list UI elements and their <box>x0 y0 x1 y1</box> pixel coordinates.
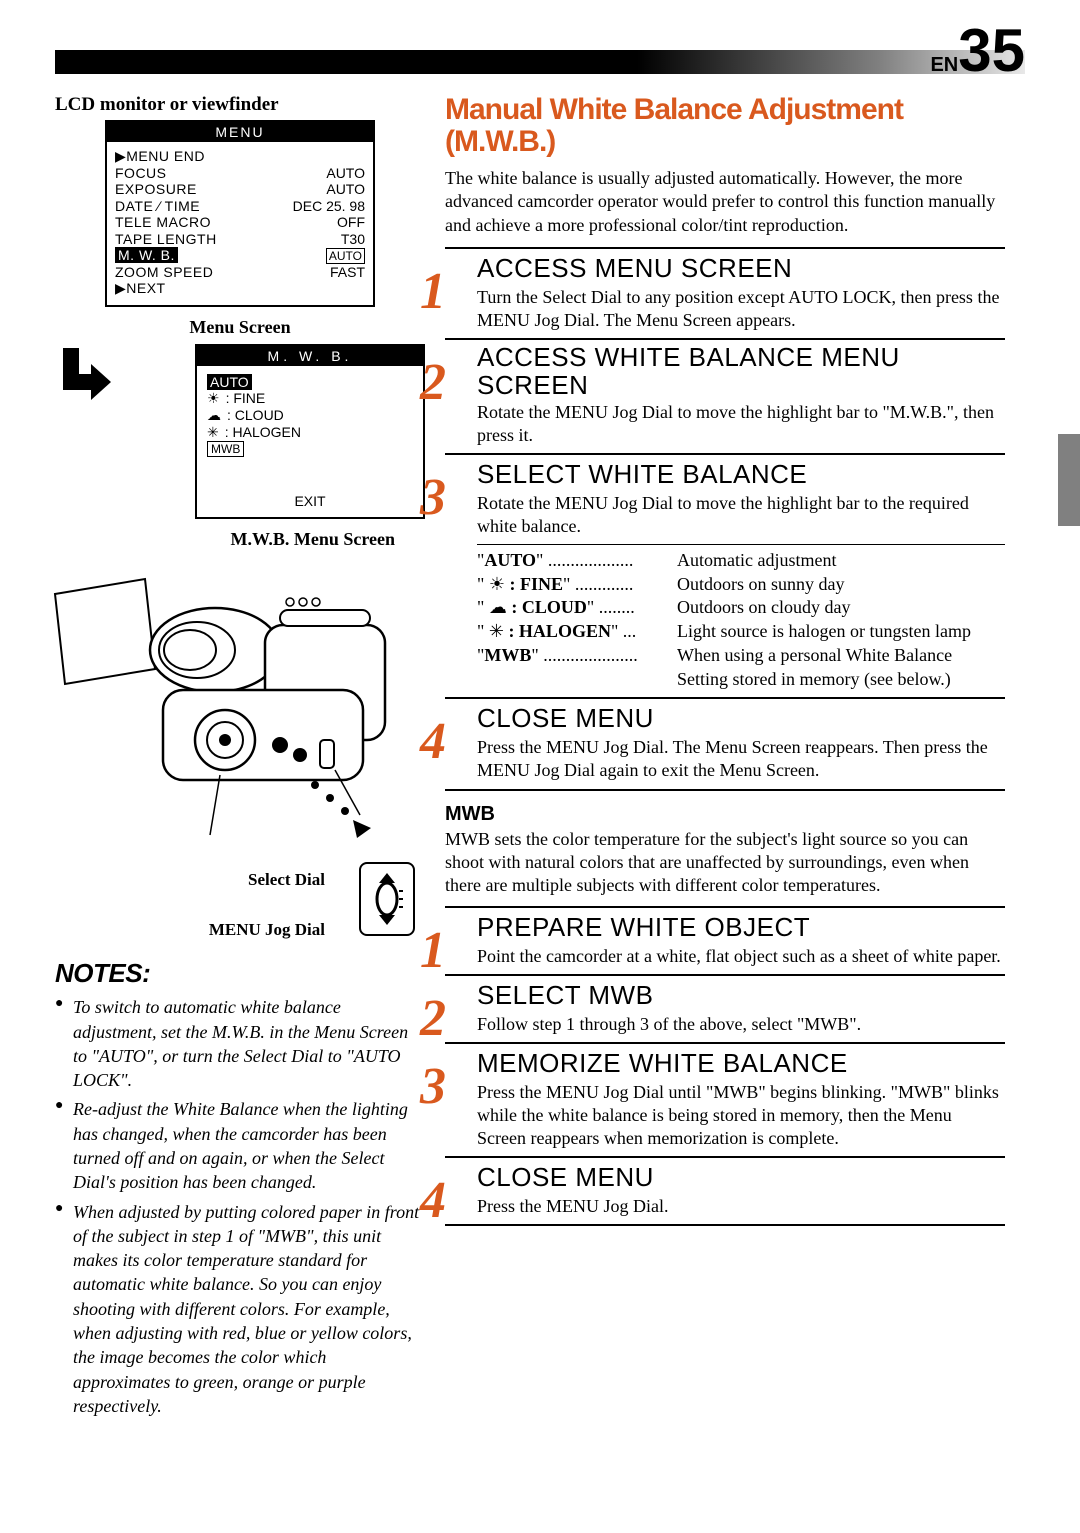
note-item: Re-adjust the White Balance when the lig… <box>55 1097 425 1194</box>
main-title: Manual White Balance Adjustment (M.W.B.) <box>445 94 1005 157</box>
camcorder-diagram: Select Dial MENU Jog Dial <box>55 570 425 940</box>
step-title: ACCESS MENU SCREEN <box>477 253 1005 284</box>
step-title: CLOSE MENU <box>477 703 1005 734</box>
page-number: EN35 <box>930 30 1025 77</box>
step-block: 2ACCESS WHITE BALANCE MENU SCREENRotate … <box>445 338 1005 453</box>
step-block: 1PREPARE WHITE OBJECTPoint the camcorder… <box>445 906 1005 974</box>
mwb-menu-screen: M. W. B. AUTO☀: FINE☁: CLOUD✳: HALOGENMW… <box>195 344 425 520</box>
notes-title: NOTES: <box>55 958 425 989</box>
content: LCD monitor or viewfinder MENU ▶MENU END… <box>55 94 1025 1423</box>
wb-option-row: "AUTO" ...................Automatic adju… <box>477 549 1005 573</box>
step-number: 1 <box>420 271 446 313</box>
side-tab <box>1058 434 1080 526</box>
step-block: 3SELECT WHITE BALANCERotate the MENU Jog… <box>445 453 1005 698</box>
left-column: LCD monitor or viewfinder MENU ▶MENU END… <box>55 94 425 1423</box>
step-body: Rotate the MENU Jog Dial to move the hig… <box>477 401 1005 447</box>
mwb-option: ✳: HALOGEN <box>207 424 413 441</box>
jog-dial-icon <box>359 862 415 936</box>
step-title: MEMORIZE WHITE BALANCE <box>477 1048 1005 1079</box>
steps-secondary: 1PREPARE WHITE OBJECTPoint the camcorder… <box>445 906 1005 1226</box>
menu-row: TELE MACROOFF <box>115 214 365 231</box>
step-body: Press the MENU Jog Dial until "MWB" begi… <box>477 1081 1005 1150</box>
notes-section: NOTES: To switch to automatic white bala… <box>55 958 425 1418</box>
lcd-label: LCD monitor or viewfinder <box>55 94 425 116</box>
jog-dial-label: MENU Jog Dial <box>185 920 325 940</box>
step-title: SELECT WHITE BALANCE <box>477 459 1005 490</box>
step-block: 3MEMORIZE WHITE BALANCEPress the MENU Jo… <box>445 1042 1005 1156</box>
menu-row: FOCUSAUTO <box>115 165 365 182</box>
page-lang: EN <box>930 54 958 76</box>
step-number: 2 <box>420 362 446 404</box>
menu-row: TAPE LENGTHT30 <box>115 231 365 248</box>
step-number: 1 <box>420 930 446 972</box>
transition-arrow-row: M. W. B. AUTO☀: FINE☁: CLOUD✳: HALOGENMW… <box>55 344 425 520</box>
step-title: PREPARE WHITE OBJECT <box>477 912 1005 943</box>
step-block: 4CLOSE MENUPress the MENU Jog Dial. The … <box>445 697 1005 790</box>
note-item: To switch to automatic white balance adj… <box>55 995 425 1092</box>
step-block: 2SELECT MWBFollow step 1 through 3 of th… <box>445 974 1005 1042</box>
step-number: 2 <box>420 998 446 1040</box>
wb-option-row: " ✳ : HALOGEN" ...Light source is haloge… <box>477 620 1005 644</box>
menu-row: ▶MENU END <box>115 148 365 165</box>
wb-option-row: " ☀ : FINE" .............Outdoors on sun… <box>477 573 1005 597</box>
menu-body: ▶MENU ENDFOCUSAUTOEXPOSUREAUTODATE ∕ TIM… <box>107 142 373 305</box>
step-body: Point the camcorder at a white, flat obj… <box>477 945 1005 968</box>
mwb-option: ☀: FINE <box>207 390 413 407</box>
select-dial-label: Select Dial <box>205 870 325 890</box>
step-title: ACCESS WHITE BALANCE MENU SCREEN <box>477 344 1005 399</box>
mwb-option: MWB <box>207 441 413 457</box>
down-right-arrow-icon <box>55 346 115 404</box>
note-item: When adjusted by putting colored paper i… <box>55 1200 425 1419</box>
white-balance-options: "AUTO" ...................Automatic adju… <box>477 544 1005 692</box>
mwb-exit: EXIT <box>197 463 423 517</box>
menu-row: DATE ∕ TIMEDEC 25. 98 <box>115 198 365 215</box>
mwb-title: M. W. B. <box>197 346 423 366</box>
step-body: Press the MENU Jog Dial. <box>477 1195 1005 1218</box>
step-body: Follow step 1 through 3 of the above, se… <box>477 1013 1005 1036</box>
steps-primary: 1ACCESS MENU SCREENTurn the Select Dial … <box>445 247 1005 790</box>
step-body: Press the MENU Jog Dial. The Menu Screen… <box>477 736 1005 782</box>
notes-list: To switch to automatic white balance adj… <box>55 995 425 1418</box>
wb-option-row: " ☁ : CLOUD" ........Outdoors on cloudy … <box>477 596 1005 620</box>
camcorder-icon <box>125 590 415 850</box>
menu-row: ZOOM SPEEDFAST <box>115 264 365 281</box>
top-gradient-bar <box>55 50 1025 74</box>
step-title: CLOSE MENU <box>477 1162 1005 1193</box>
step-number: 4 <box>420 1180 446 1222</box>
step-body: Rotate the MENU Jog Dial to move the hig… <box>477 492 1005 538</box>
step-number: 4 <box>420 721 446 763</box>
step-number: 3 <box>420 477 446 519</box>
menu-title: MENU <box>107 122 373 142</box>
step-title: SELECT MWB <box>477 980 1005 1011</box>
menu-row: M. W. B.AUTO <box>115 247 365 264</box>
menu-row: ▶NEXT <box>115 280 365 297</box>
mwb-option: AUTO <box>207 374 413 391</box>
menu-screen-label: Menu Screen <box>55 317 425 338</box>
step-block: 4CLOSE MENUPress the MENU Jog Dial. <box>445 1156 1005 1226</box>
right-column: Manual White Balance Adjustment (M.W.B.)… <box>445 94 1005 1423</box>
menu-screen: MENU ▶MENU ENDFOCUSAUTOEXPOSUREAUTODATE … <box>105 120 375 307</box>
wb-option-row: "MWB" .....................When using a … <box>477 644 1005 692</box>
mwb-body: AUTO☀: FINE☁: CLOUD✳: HALOGENMWB <box>197 366 423 464</box>
intro-text: The white balance is usually adjusted au… <box>445 167 1005 237</box>
mwb-screen-label: M.W.B. Menu Screen <box>55 529 425 550</box>
menu-row: EXPOSUREAUTO <box>115 181 365 198</box>
step-number: 3 <box>420 1066 446 1108</box>
mwb-option: ☁: CLOUD <box>207 407 413 424</box>
mwb-subtitle: MWB <box>445 803 1005 826</box>
step-body: Turn the Select Dial to any position exc… <box>477 286 1005 332</box>
step-block: 1ACCESS MENU SCREENTurn the Select Dial … <box>445 247 1005 338</box>
page-num-value: 35 <box>958 17 1025 84</box>
mwb-subbody: MWB sets the color temperature for the s… <box>445 828 1005 898</box>
